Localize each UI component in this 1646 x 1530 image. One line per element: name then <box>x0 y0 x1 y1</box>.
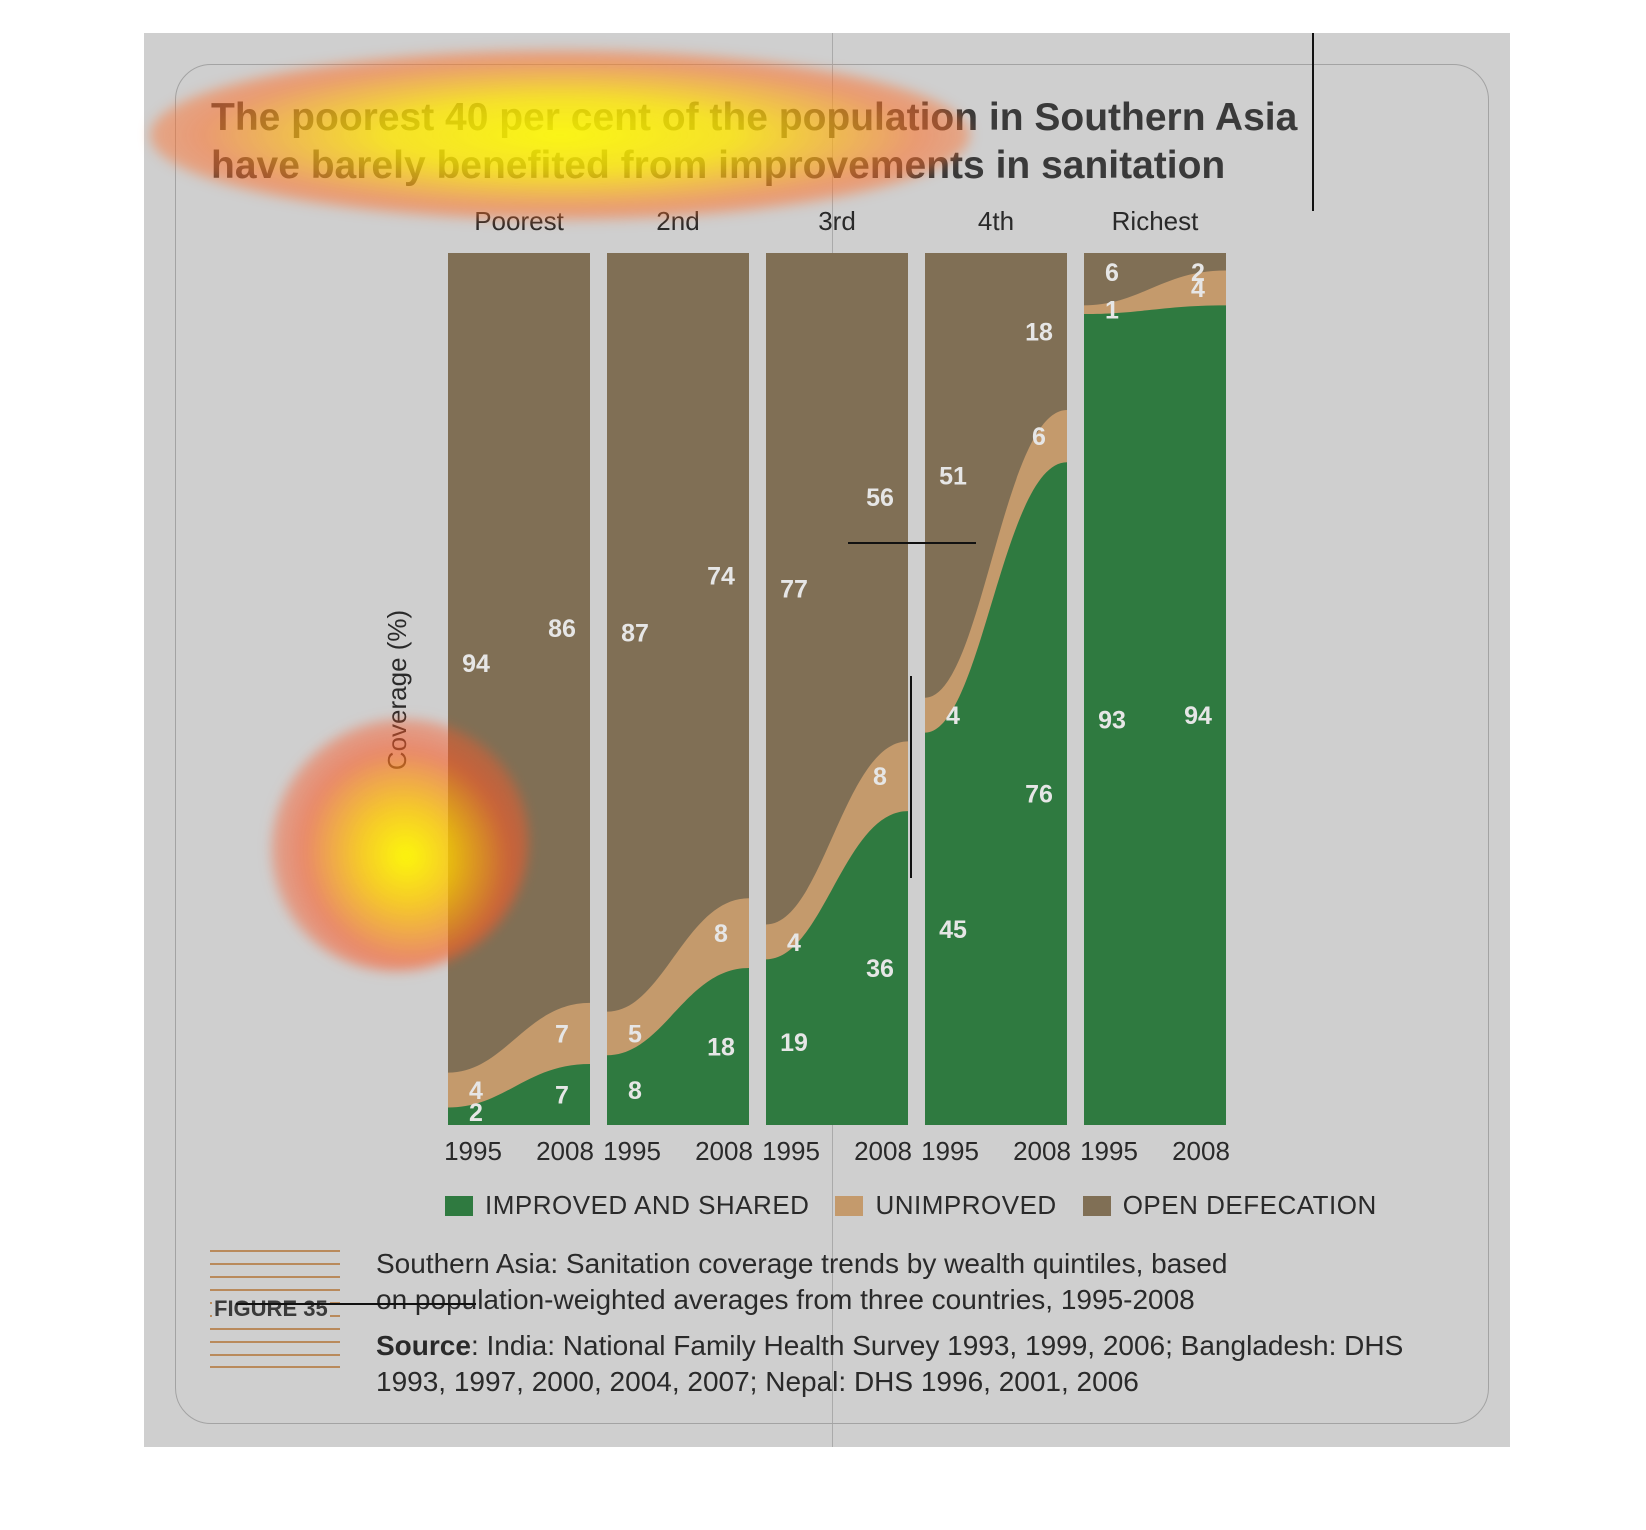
value-improved-richest-2008: 94 <box>1184 702 1212 730</box>
quintile-3rd <box>766 253 908 1125</box>
legend-swatch-open-defecation <box>1082 1195 1111 1216</box>
year-label-3rd-2008: 2008 <box>854 1136 912 1166</box>
legend-label-improved: IMPROVED AND SHARED <box>485 1190 810 1220</box>
value-improved-4th-2008: 76 <box>1025 781 1053 809</box>
quintile-label-3rd: 3rd <box>818 206 856 236</box>
year-label-poorest-1995: 1995 <box>444 1136 502 1166</box>
open-defecation-area-poorest <box>448 253 590 1125</box>
annotation-line-horizontal-bottom <box>236 1303 476 1305</box>
value-open-defecation-4th-2008: 18 <box>1025 318 1053 346</box>
value-open-defecation-richest-2008: 2 <box>1191 259 1205 287</box>
quintile-label-2nd: 2nd <box>656 206 699 236</box>
value-open-defecation-3rd-1995: 77 <box>780 576 808 604</box>
value-unimproved-3rd-1995: 4 <box>787 929 801 957</box>
legend-label-unimproved: UNIMPROVED <box>875 1190 1057 1220</box>
improved-area-2nd <box>607 968 749 1125</box>
year-label-3rd-1995: 1995 <box>762 1136 820 1166</box>
source-note: Source: India: National Family Health Su… <box>376 1328 1456 1400</box>
year-label-poorest-2008: 2008 <box>536 1136 594 1166</box>
annotation-line-vertical-top <box>1312 33 1314 211</box>
value-unimproved-3rd-2008: 8 <box>873 763 887 791</box>
year-label-2nd-2008: 2008 <box>695 1136 753 1166</box>
value-improved-3rd-1995: 19 <box>780 1029 808 1057</box>
improved-area-4th <box>925 462 1067 1125</box>
figure-caption: Southern Asia: Sanitation coverage trend… <box>376 1246 1456 1400</box>
source-label: Source <box>376 1330 471 1361</box>
value-unimproved-2nd-2008: 8 <box>714 920 728 948</box>
value-open-defecation-poorest-1995: 94 <box>462 650 490 678</box>
value-open-defecation-2nd-2008: 74 <box>707 563 735 591</box>
quintile-poorest <box>448 253 590 1125</box>
value-improved-2nd-1995: 8 <box>628 1077 642 1105</box>
improved-area-poorest <box>448 1063 590 1125</box>
value-open-defecation-poorest-2008: 86 <box>548 615 576 643</box>
annotation-line-vertical-mid <box>910 676 912 878</box>
year-label-4th-1995: 1995 <box>921 1136 979 1166</box>
chart-legend: IMPROVED AND SHARED UNIMPROVED OPEN DEFE… <box>445 1190 1403 1221</box>
year-label-richest-1995: 1995 <box>1080 1136 1138 1166</box>
value-improved-richest-1995: 93 <box>1098 707 1126 735</box>
value-open-defecation-richest-1995: 6 <box>1105 259 1119 287</box>
legend-swatch-improved <box>445 1195 473 1216</box>
quintile-label-4th: 4th <box>978 206 1014 236</box>
value-open-defecation-3rd-2008: 56 <box>866 484 894 512</box>
value-improved-3rd-2008: 36 <box>866 955 894 983</box>
legend-swatch-unimproved <box>835 1195 864 1216</box>
value-improved-poorest-2008: 7 <box>555 1081 569 1109</box>
quintile-richest <box>1084 253 1226 1125</box>
value-unimproved-4th-2008: 6 <box>1032 423 1046 451</box>
source-text: : India: National Family Health Survey 1… <box>376 1330 1404 1397</box>
year-label-richest-2008: 2008 <box>1172 1136 1230 1166</box>
year-label-4th-2008: 2008 <box>1013 1136 1071 1166</box>
improved-area-richest <box>1084 305 1226 1125</box>
annotation-line-horizontal-mid <box>848 542 976 544</box>
value-improved-2nd-2008: 18 <box>707 1034 735 1062</box>
caption-line-2: on population-weighted averages from thr… <box>376 1284 1195 1315</box>
caption-line-1: Southern Asia: Sanitation coverage trend… <box>376 1248 1228 1279</box>
quintile-label-richest: Richest <box>1112 206 1199 236</box>
legend-item-unimproved: UNIMPROVED <box>835 1190 1056 1221</box>
legend-label-open-defecation: OPEN DEFECATION <box>1122 1190 1377 1220</box>
value-unimproved-2nd-1995: 5 <box>628 1020 642 1048</box>
value-unimproved-poorest-1995: 4 <box>469 1077 483 1105</box>
improved-area-3rd <box>766 811 908 1125</box>
value-open-defecation-4th-1995: 51 <box>939 462 967 490</box>
value-open-defecation-2nd-1995: 87 <box>621 619 649 647</box>
value-unimproved-richest-1995: 1 <box>1105 297 1119 325</box>
value-unimproved-4th-1995: 4 <box>946 702 960 730</box>
value-improved-poorest-1995: 2 <box>469 1099 483 1127</box>
legend-item-open-defecation: OPEN DEFECATION <box>1082 1190 1377 1221</box>
quintile-panels <box>448 253 1226 1126</box>
quintile-2nd <box>607 253 749 1125</box>
quintile-label-poorest: Poorest <box>474 206 564 236</box>
legend-item-improved: IMPROVED AND SHARED <box>445 1190 809 1221</box>
value-unimproved-poorest-2008: 7 <box>555 1020 569 1048</box>
y-axis-label: Coverage (%) <box>382 610 412 770</box>
figure-number: FIGURE 35 <box>212 1296 330 1322</box>
value-unimproved-richest-2008: 4 <box>1191 275 1205 303</box>
year-label-2nd-1995: 1995 <box>603 1136 661 1166</box>
quintile-4th <box>925 253 1067 1126</box>
value-improved-4th-1995: 45 <box>939 916 967 944</box>
